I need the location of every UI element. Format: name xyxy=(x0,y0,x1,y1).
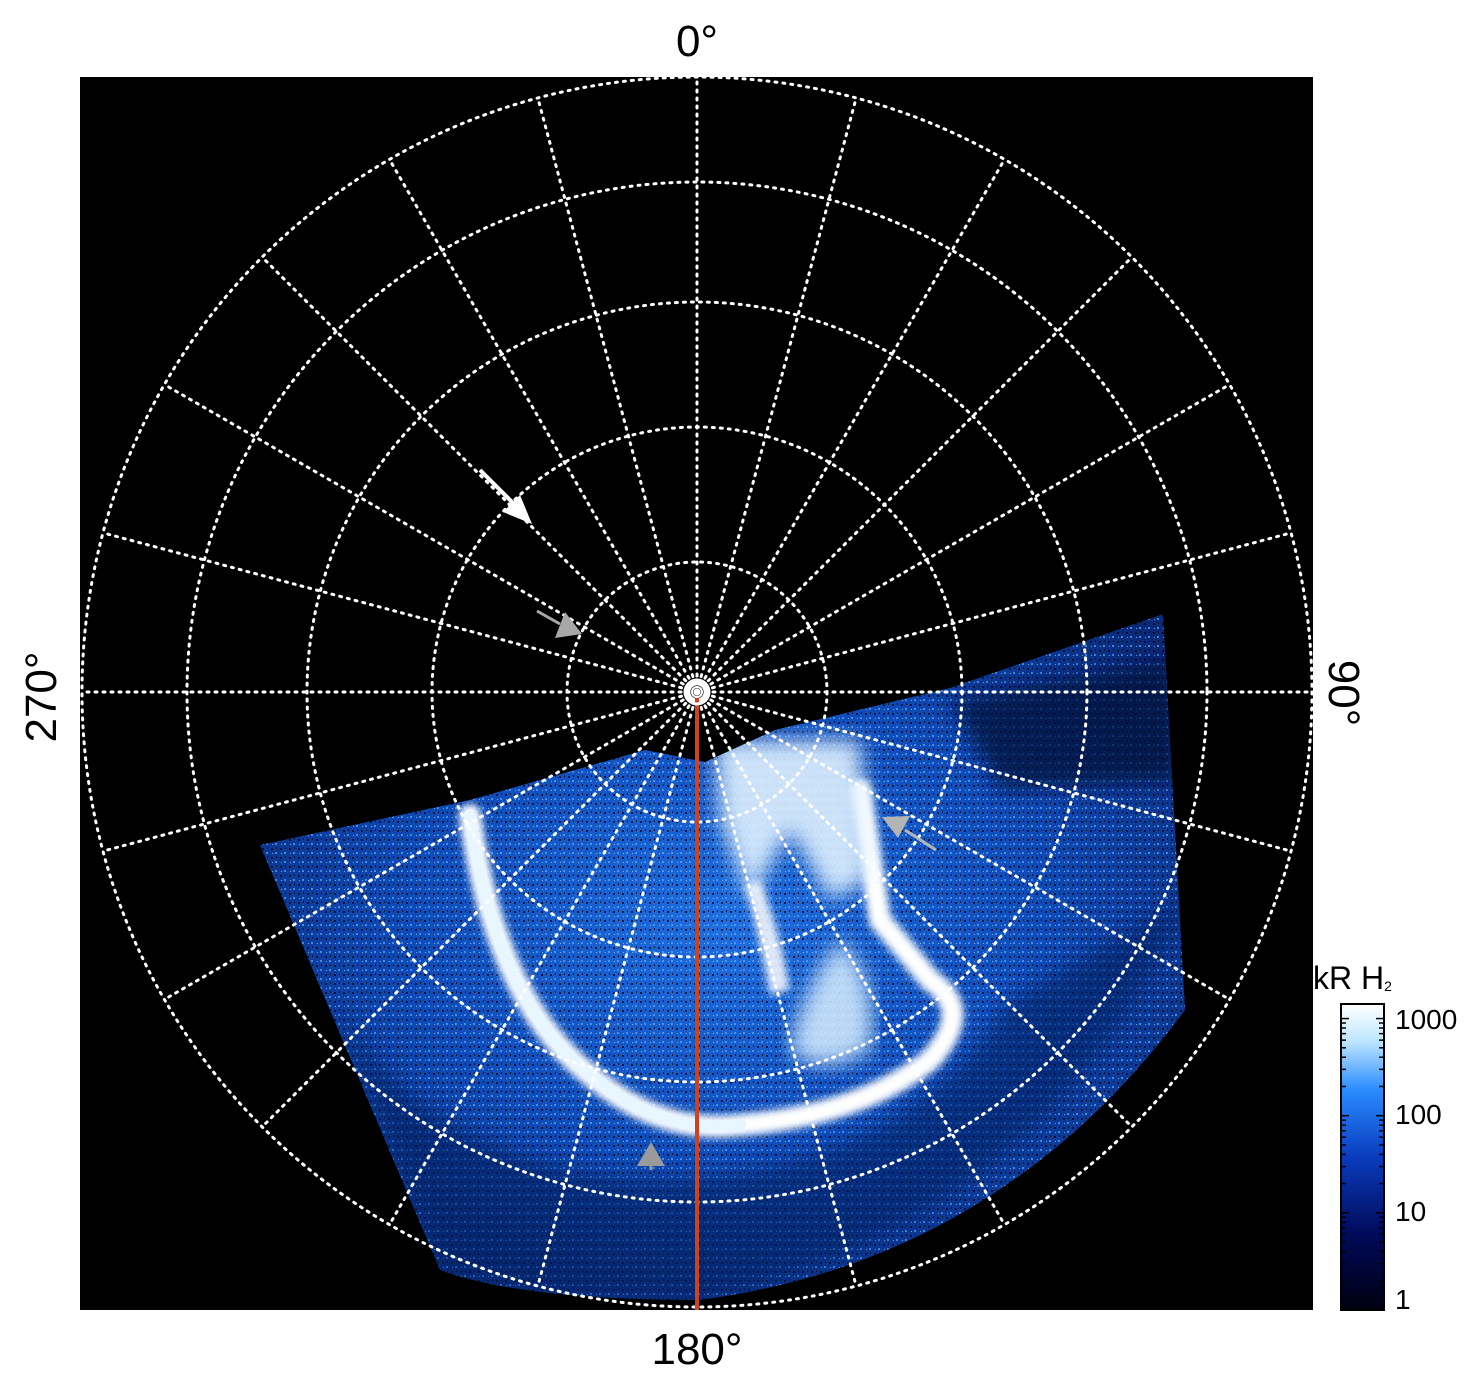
axis-label-180deg: 180° xyxy=(651,1325,743,1374)
colorbar-gradient xyxy=(1341,1004,1384,1310)
colorbar xyxy=(1340,1003,1385,1311)
meridian-line-195 xyxy=(536,690,699,1288)
colorbar-title-main: kR H xyxy=(1313,960,1385,996)
colorbar-tick-1: 1 xyxy=(1395,1284,1411,1315)
meridian-line-345 xyxy=(536,96,699,694)
axis-label-0deg: 0° xyxy=(675,17,719,66)
meridian-line-45 xyxy=(695,255,1134,694)
axis-label-270deg: 270° xyxy=(17,651,66,743)
meridian-line-105 xyxy=(695,690,1293,853)
pole-marker xyxy=(683,678,711,706)
meridian-line-120 xyxy=(695,690,1232,1001)
meridian-line-30 xyxy=(695,157,1006,694)
meridian-line-75 xyxy=(695,531,1293,694)
white-arrow xyxy=(478,468,532,524)
gray-arrow-bottom xyxy=(637,1142,665,1170)
meridian-line-225 xyxy=(260,690,699,1129)
meridian-line-255 xyxy=(101,690,699,853)
colorbar-tick-1000: 1000 xyxy=(1395,1004,1458,1035)
meridian-line-165 xyxy=(695,690,858,1288)
gray-arrow-right xyxy=(882,816,937,852)
axis-label-90deg: 90° xyxy=(1319,659,1368,727)
colorbar-title-subscript: 2 xyxy=(1384,978,1392,994)
meridian-line-315 xyxy=(260,255,699,694)
colorbar-title: kR H2 xyxy=(1313,960,1392,997)
latitude-circle-5 xyxy=(80,77,1313,1309)
colorbar-minor-ticks xyxy=(1341,1017,1384,1311)
meridian-line-210 xyxy=(388,690,699,1227)
meridian-line-135 xyxy=(695,690,1134,1129)
colorbar-tick-100: 100 xyxy=(1395,1099,1442,1130)
meridian-line-150 xyxy=(695,690,1006,1227)
latitude-circle-3 xyxy=(305,300,1089,1084)
gray-arrow-upper xyxy=(536,609,582,638)
meridian-line-60 xyxy=(695,383,1232,694)
meridian-line-330 xyxy=(388,157,699,694)
meridian-line-240 xyxy=(162,690,699,1001)
meridian-line-285 xyxy=(101,531,699,694)
latitude-longitude-grid xyxy=(80,77,1313,1309)
meridian-line-300 xyxy=(162,383,699,694)
colorbar-tick-10: 10 xyxy=(1395,1196,1427,1227)
meridian-line-15 xyxy=(695,96,858,694)
